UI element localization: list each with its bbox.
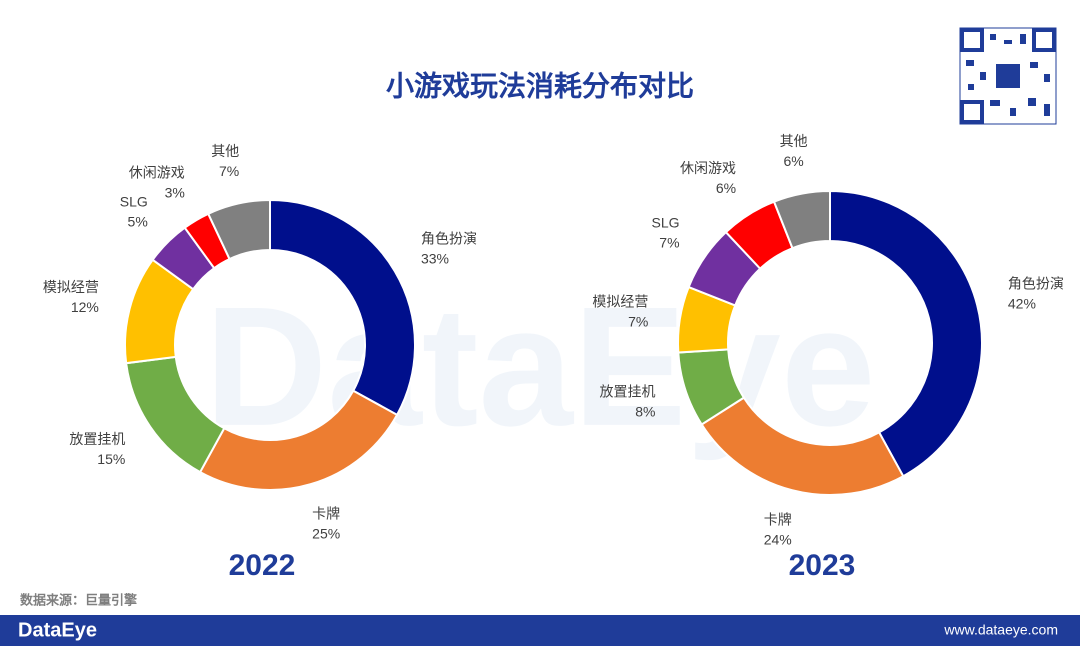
- donut-slice: [772, 189, 831, 250]
- slice-value-label: 5%: [128, 213, 148, 229]
- slice-category-label: 休闲游戏: [680, 160, 736, 176]
- slice-value-label: 25%: [312, 525, 340, 541]
- page-title: 小游戏玩法消耗分布对比: [386, 70, 694, 101]
- slice-category-label: 卡牌: [764, 512, 792, 528]
- donut-slice: [269, 198, 416, 417]
- qr-code: [959, 27, 1057, 125]
- footer-bar: [0, 615, 1080, 646]
- slice-value-label: 24%: [764, 532, 792, 548]
- slice-category-label: SLG: [120, 193, 148, 209]
- slice-category-label: 模拟经营: [592, 293, 648, 309]
- donut-slice: [206, 198, 271, 261]
- slice-value-label: 6%: [716, 180, 736, 196]
- slice-value-label: 7%: [659, 235, 679, 251]
- slice-value-label: 42%: [1008, 295, 1036, 311]
- slice-category-label: 其他: [211, 143, 239, 159]
- slice-value-label: 7%: [628, 313, 648, 329]
- slice-category-label: 放置挂机: [69, 431, 125, 447]
- slice-value-label: 12%: [71, 299, 99, 315]
- footer-brand: DataEye: [18, 619, 97, 641]
- slice-category-label: 角色扮演: [1008, 275, 1064, 291]
- source-note: 数据来源：巨量引擎: [20, 592, 137, 607]
- slice-category-label: 卡牌: [312, 505, 340, 521]
- footer-url: www.dataeye.com: [943, 622, 1058, 638]
- slice-value-label: 8%: [635, 404, 655, 420]
- slice-value-label: 3%: [165, 185, 185, 201]
- slice-category-label: 其他: [780, 133, 808, 149]
- slice-value-label: 15%: [97, 451, 125, 467]
- slice-category-label: 模拟经营: [43, 279, 99, 295]
- slice-category-label: SLG: [652, 215, 680, 231]
- slice-category-label: 放置挂机: [599, 384, 655, 400]
- slice-value-label: 7%: [219, 163, 239, 179]
- chart-title: 2023: [789, 549, 856, 582]
- donut-slice: [829, 189, 983, 478]
- chart-title: 2022: [229, 549, 296, 582]
- slice-category-label: 休闲游戏: [129, 165, 185, 181]
- slice-value-label: 6%: [784, 153, 804, 169]
- slice-value-label: 33%: [421, 251, 449, 267]
- slice-category-label: 角色扮演: [421, 231, 477, 247]
